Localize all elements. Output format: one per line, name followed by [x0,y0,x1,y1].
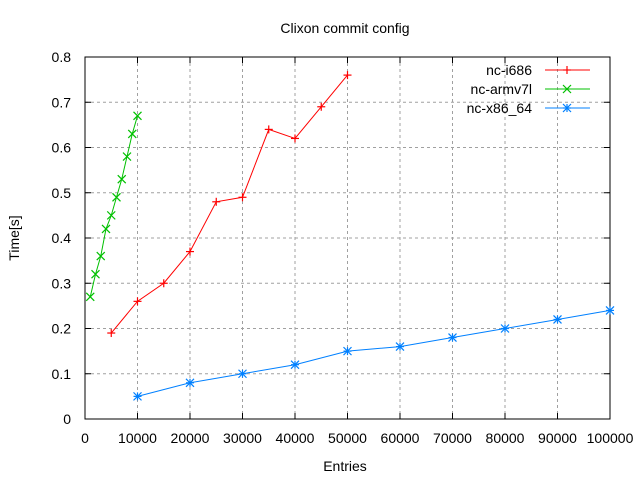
x-tick-label: 30000 [223,430,262,446]
data-point-plus [563,66,571,74]
data-point-cross [127,129,137,139]
series-line [110,74,348,334]
marker-stroke [343,346,352,356]
data-point-plus [343,71,352,80]
data-point-star [448,333,457,342]
data-point-star [133,391,142,401]
marker-stroke [448,333,457,342]
y-tick-label: 0.5 [52,185,72,201]
marker-stroke [562,84,572,94]
y-tick-label: 0.7 [52,94,72,110]
plot-border [84,56,611,420]
legend: nc-i686 nc-armv7l nc-x86_64 [467,62,590,116]
series-group [85,71,615,401]
data-point-star [553,315,562,324]
data-point-cross [133,111,142,121]
marker-stroke [85,292,95,302]
y-tick-label: 0.8 [52,49,72,65]
data-point-star [395,342,405,352]
marker-stroke [238,369,247,379]
data-point-plus [133,297,142,306]
x-tick-label: 50000 [328,430,367,446]
marker-stroke [117,174,127,184]
marker-stroke [106,210,116,220]
x-tick-label: 20000 [171,430,210,446]
y-axis-label: Time[s] [6,215,22,260]
marker-stroke [553,315,562,324]
y-tick-label: 0.6 [52,140,72,156]
marker-stroke [133,111,142,121]
marker-stroke [290,360,300,370]
data-point-cross [106,210,116,220]
x-tick-label: 0 [81,430,89,446]
series-line [89,115,138,297]
data-point-plus [159,279,168,288]
data-point-star [238,369,247,379]
data-point-star [562,103,572,113]
data-point-cross [96,251,106,261]
marker-stroke [112,192,121,202]
data-point-cross [562,84,572,94]
y-tick-label: 0.4 [52,230,72,246]
legend-label: nc-i686 [486,62,532,78]
marker-stroke [500,324,510,333]
data-point-plus [264,125,273,134]
y-tick-label: 0.1 [52,366,72,382]
marker-stroke [395,342,405,352]
data-point-plus [317,102,326,111]
data-point-plus [186,247,194,256]
legend-label: nc-x86_64 [467,100,533,116]
series-nc-armv7l [85,111,142,302]
legend-label: nc-armv7l [471,81,532,97]
y-tick-label: 0.3 [52,275,72,291]
marker-stroke [127,129,137,139]
data-point-plus [107,329,116,338]
data-point-cross [85,292,95,302]
data-point-star [343,346,352,356]
x-tick-label: 70000 [433,430,472,446]
marker-stroke [101,224,111,234]
data-point-star [290,360,300,370]
marker-stroke [91,269,100,279]
chart-title: Clixon commit config [280,20,409,36]
data-point-plus [238,193,247,202]
data-point-plus [212,197,221,206]
x-tick-label: 40000 [276,430,315,446]
data-point-cross [117,174,127,184]
data-point-cross [101,224,111,234]
data-point-cross [122,152,132,161]
x-tick-label: 60000 [381,430,420,446]
data-point-cross [112,192,121,202]
y-tick-label: 0.2 [52,321,72,337]
y-tick-label: 0 [63,411,71,427]
series-line [137,309,611,397]
marker-stroke [133,391,142,401]
series-nc-i686 [107,71,352,338]
data-point-star [500,324,510,333]
marker-stroke [562,103,572,113]
grid [85,57,610,419]
series-nc-x86_64 [133,305,615,401]
x-tick-label: 80000 [486,430,525,446]
data-point-cross [91,269,100,279]
marker-stroke [96,251,106,261]
x-axis-label: Entries [323,458,367,474]
data-point-star [185,378,195,388]
marker-stroke [185,378,195,388]
marker-stroke [122,152,132,161]
data-point-plus [291,134,299,143]
x-tick-label: 90000 [538,430,577,446]
x-tick-label: 10000 [118,430,157,446]
data-point-star [605,305,615,315]
ticks: 0 10000 20000 30000 40000 50000 60000 70000 8000… [52,49,634,446]
marker-stroke [605,305,615,315]
x-tick-label: 100000 [587,430,634,446]
